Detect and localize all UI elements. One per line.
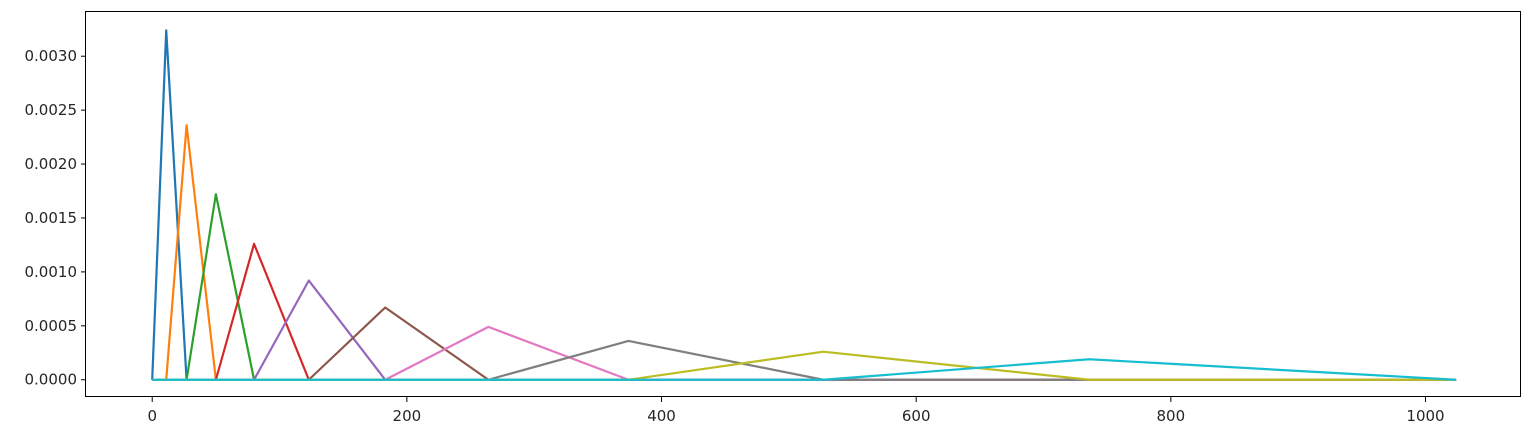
series-line-1 <box>151 29 1457 381</box>
y-tick-label: 0.0015 <box>25 209 78 227</box>
x-axis: 0 200 400 600 800 1000 <box>147 397 1445 425</box>
y-tick-label: 0.0000 <box>25 371 78 389</box>
series-line-3 <box>152 193 1457 381</box>
y-tick-label: 0.0025 <box>25 101 78 119</box>
series-line-5 <box>152 279 1457 381</box>
series-line-8 <box>152 339 1457 381</box>
axes-frame <box>85 11 1521 397</box>
x-tick-label: 600 <box>902 407 931 425</box>
plot-area <box>151 29 1457 381</box>
series-line-10 <box>152 358 1457 381</box>
series-line-7 <box>152 325 1457 381</box>
x-tick-label: 0 <box>147 407 157 425</box>
y-tick-label: 0.0020 <box>25 155 78 173</box>
y-tick-label: 0.0030 <box>25 47 78 65</box>
x-tick-label: 400 <box>647 407 676 425</box>
x-tick-label: 1000 <box>1406 407 1444 425</box>
series-line-4 <box>152 242 1457 381</box>
y-tick-label: 0.0005 <box>25 317 78 335</box>
x-tick-label: 200 <box>393 407 422 425</box>
y-axis: 0.0000 0.0005 0.0010 0.0015 0.0020 0.0025 0.00… <box>25 47 86 389</box>
x-tick-label: 800 <box>1157 407 1186 425</box>
y-tick-label: 0.0010 <box>25 263 78 281</box>
